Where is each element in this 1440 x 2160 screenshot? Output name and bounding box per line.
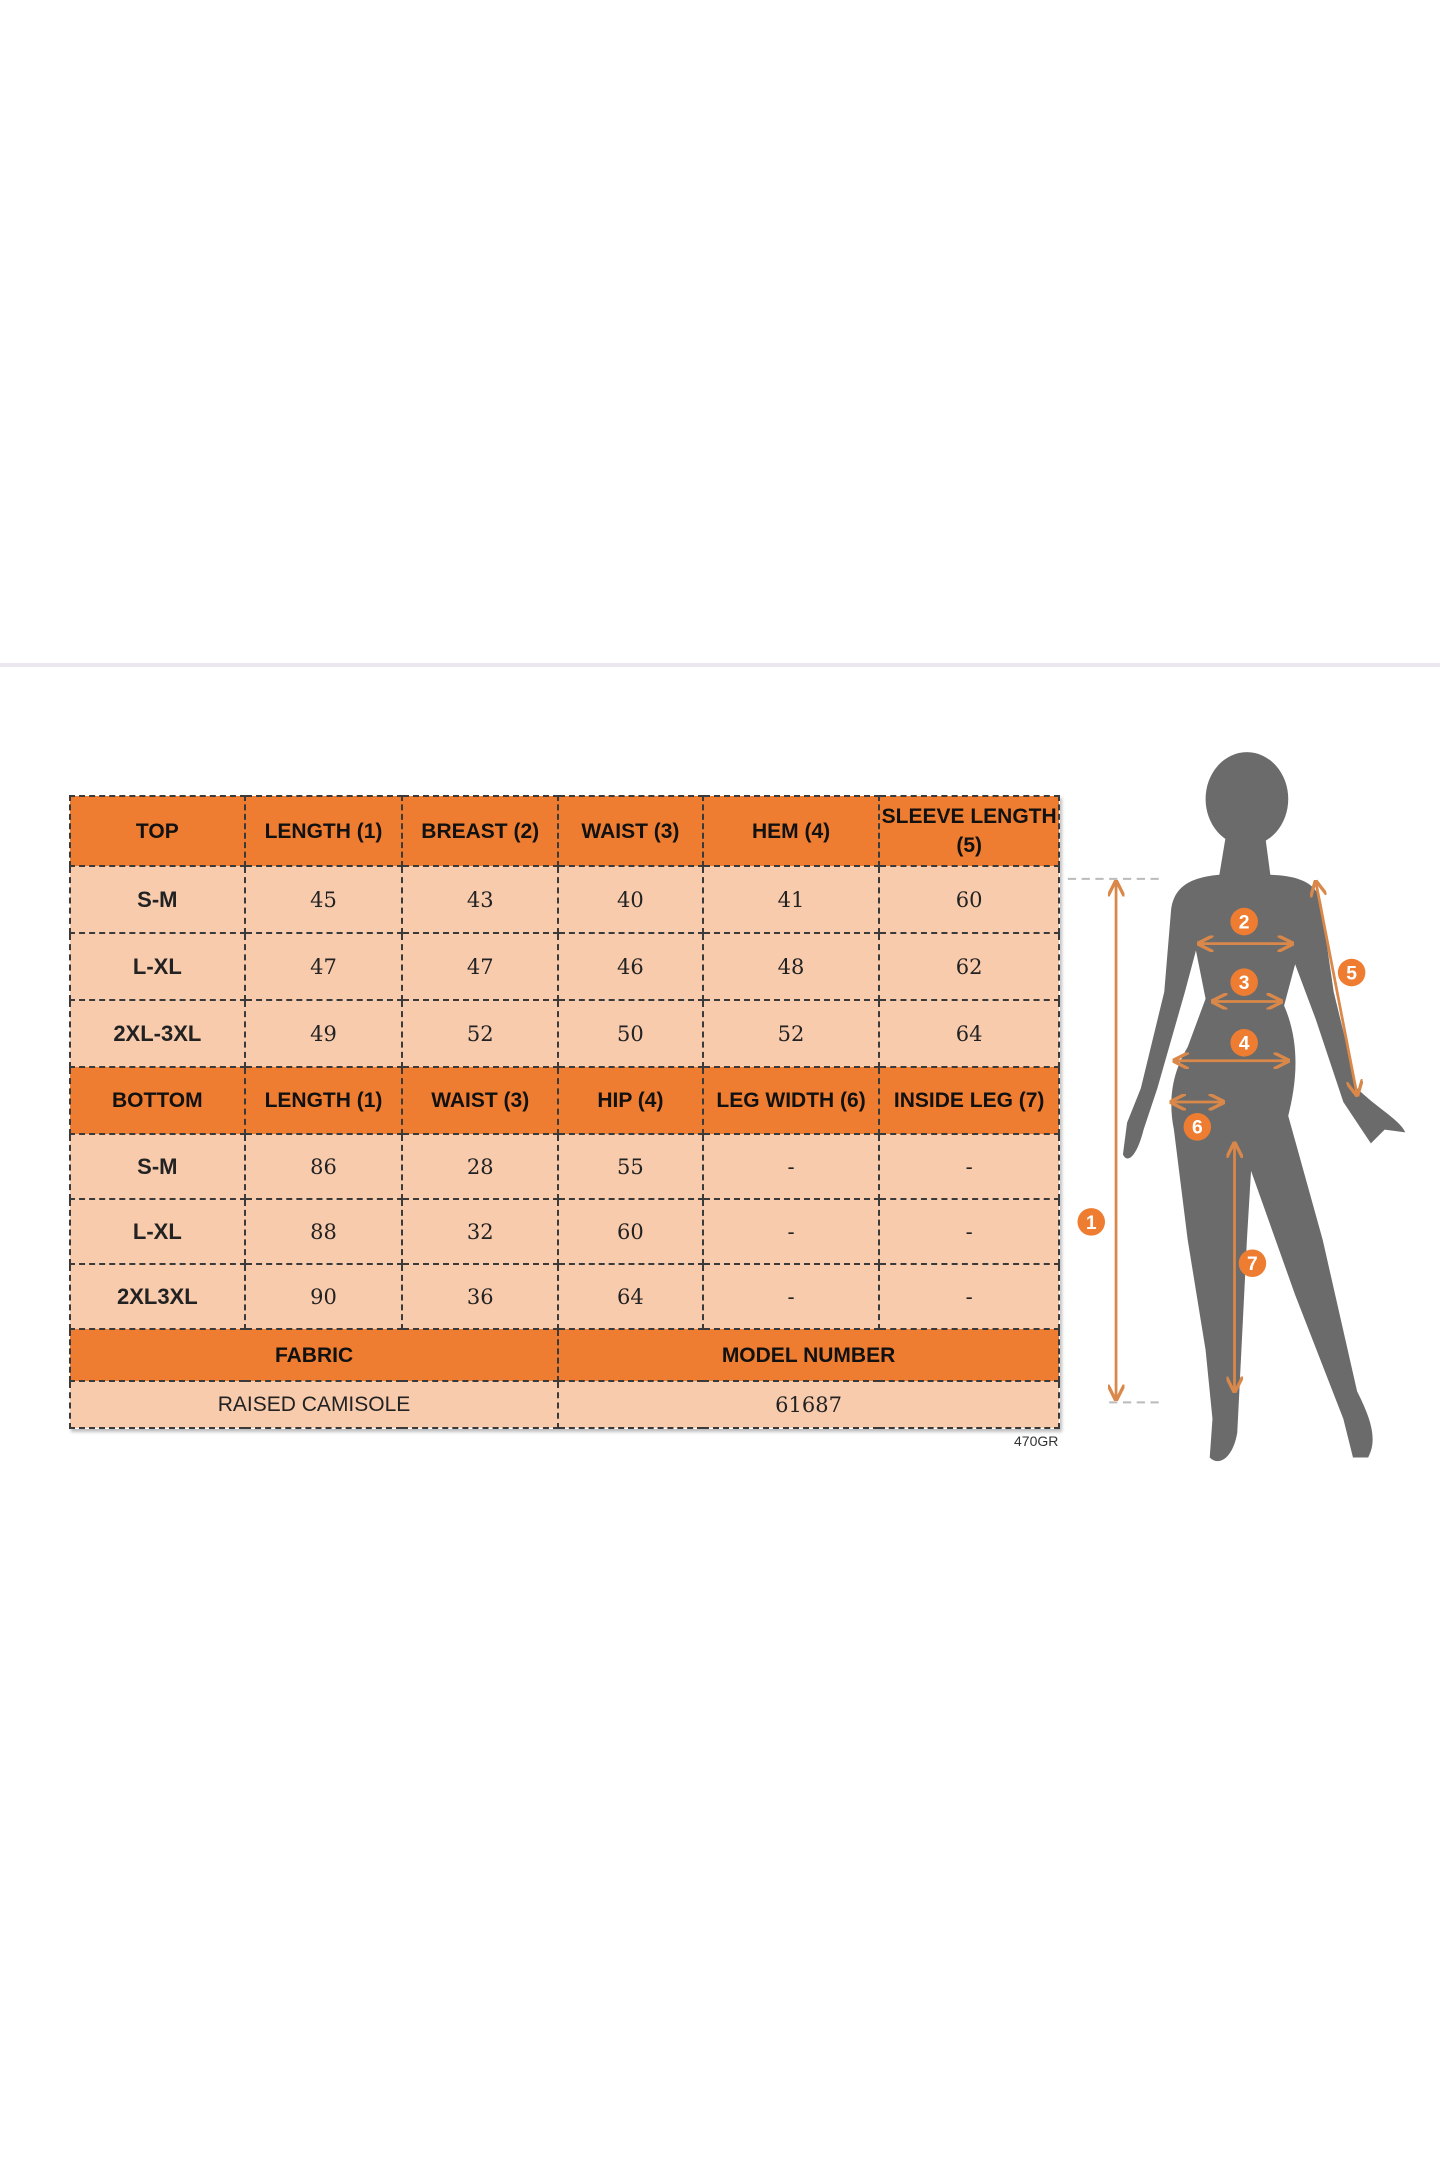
cell-value: 52 (401, 999, 560, 1068)
table-row: S-M 86 28 55- - (69, 1133, 1060, 1200)
column-header: BOTTOM (69, 1066, 246, 1135)
marker-label: 3 (1239, 973, 1250, 994)
marker-label: 7 (1247, 1254, 1258, 1275)
cell-value: 47 (243, 932, 404, 1001)
cell-value: 88 (243, 1198, 404, 1265)
marker-3: 3 (1230, 968, 1258, 996)
marker-5: 5 (1337, 958, 1366, 987)
cell-value: 40 (557, 865, 704, 934)
table-row: S-M 45 43 40 41 60 (69, 865, 1060, 934)
cell-value: - (701, 1133, 881, 1200)
divider (0, 663, 1440, 667)
table-row: L-XL 47 47 46 48 62 (69, 932, 1060, 1001)
marker-label: 2 (1239, 912, 1250, 933)
product-code: 470GR (1014, 1433, 1059, 1449)
cell-value: - (701, 1198, 881, 1265)
cell-value: - (878, 1198, 1060, 1265)
column-header: LENGTH (1) (243, 1066, 404, 1135)
marker-label: 1 (1086, 1213, 1097, 1234)
column-header: LEG WIDTH (6) (701, 1066, 881, 1135)
cell-value: 49 (243, 999, 404, 1068)
column-header: HEM (4) (701, 795, 881, 867)
column-header: HIP (4) (557, 1066, 704, 1135)
cell-value: 32 (401, 1198, 560, 1265)
marker-6: 6 (1183, 1113, 1212, 1141)
header-row: TOP LENGTH (1) BREAST (2) WAIST (3) HEM (4) S… (69, 795, 1060, 867)
cell-value: 86 (243, 1133, 404, 1200)
cell-value: 62 (878, 932, 1060, 1001)
marker-7: 7 (1238, 1249, 1267, 1277)
fabric-label: FABRIC (68, 1328, 560, 1382)
cell-value: - (878, 1133, 1060, 1200)
marker-label: 4 (1239, 1034, 1250, 1055)
info-row: FABRIC MODEL NUMBER (68, 1328, 1060, 1382)
cell-value: 45 (243, 865, 404, 934)
cell-value: - (701, 1263, 881, 1330)
model-value: 61687 (557, 1380, 1060, 1429)
cell-value: - (878, 1263, 1060, 1330)
column-header: INSIDE LEG (7) (878, 1066, 1060, 1135)
measurement-lines (1067, 877, 1357, 1404)
cell-value: 64 (878, 999, 1060, 1068)
column-header: BREAST (2) (401, 795, 560, 867)
cell-value: 41 (701, 865, 881, 934)
marker-2: 2 (1230, 907, 1258, 936)
cell-value: 46 (557, 932, 704, 1001)
info-row: RAISED CAMISOLE 61687 (68, 1380, 1060, 1429)
marker-4: 4 (1230, 1029, 1258, 1057)
column-header: TOP (69, 795, 246, 867)
size-chart-table: TOP LENGTH (1) BREAST (2) WAIST (3) HEM (4) S… (68, 795, 1060, 1429)
table-row: 2XL3XL 90 36 64- - (69, 1263, 1060, 1330)
table-row: L-XL 88 32 60- - (69, 1198, 1060, 1265)
cell-value: 90 (243, 1263, 404, 1330)
size-label: 2XL3XL (69, 1263, 246, 1330)
column-header: SLEEVE LENGTH (5) (878, 795, 1060, 867)
cell-value: 60 (878, 865, 1060, 934)
fabric-value: RAISED CAMISOLE (68, 1380, 560, 1429)
cell-value: 36 (401, 1263, 560, 1330)
size-label: 2XL-3XL (69, 999, 246, 1068)
cell-value: 47 (401, 932, 560, 1001)
cell-value: 48 (701, 932, 881, 1001)
size-label: S-M (69, 1133, 246, 1200)
model-label: MODEL NUMBER (557, 1328, 1060, 1382)
marker-1: 1 (1077, 1208, 1106, 1236)
cell-value: 60 (557, 1198, 704, 1265)
cell-value: 52 (701, 999, 881, 1068)
header-row: BOTTOM LENGTH (1) WAIST (3) HIP (4) LEG WIDT… (69, 1066, 1060, 1135)
column-header: WAIST (3) (557, 795, 704, 867)
silhouette (1122, 752, 1406, 1462)
cell-value: 50 (557, 999, 704, 1068)
cell-value: 28 (401, 1133, 560, 1200)
cell-value: 64 (557, 1263, 704, 1330)
size-label: S-M (69, 865, 246, 934)
table-row: 2XL-3XL 49 52 50 52 64 (69, 999, 1060, 1068)
size-label: L-XL (69, 1198, 246, 1265)
column-header: WAIST (3) (401, 1066, 560, 1135)
cell-value: 43 (401, 865, 560, 934)
marker-label: 6 (1192, 1118, 1203, 1139)
column-header: LENGTH (1) (243, 795, 404, 867)
cell-value: 55 (557, 1133, 704, 1200)
marker-label: 5 (1346, 963, 1357, 984)
size-label: L-XL (69, 932, 246, 1001)
